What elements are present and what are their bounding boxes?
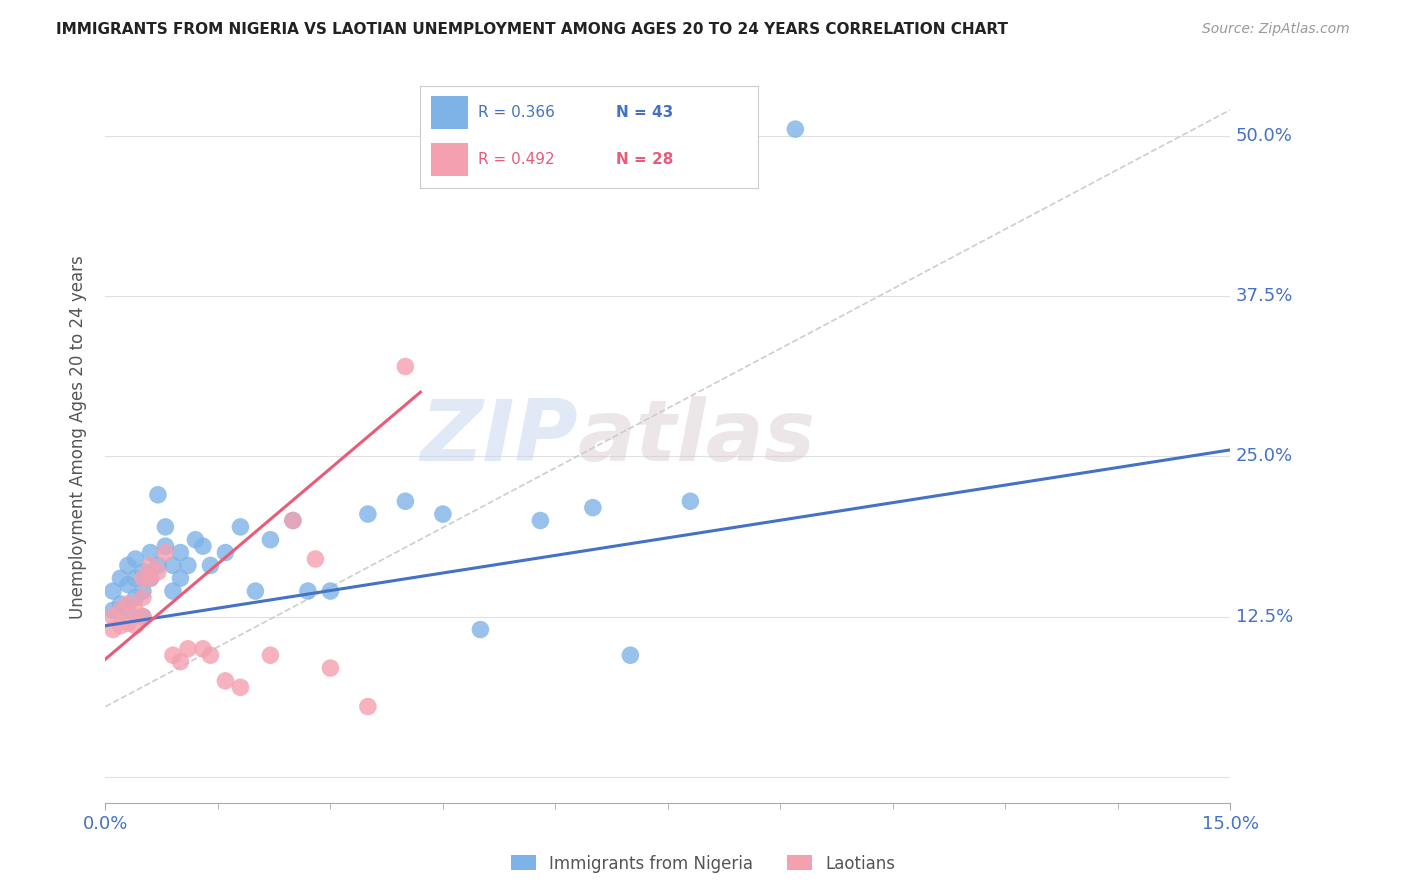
Text: 25.0%: 25.0% xyxy=(1236,447,1294,466)
Point xyxy=(259,533,281,547)
Point xyxy=(132,609,155,624)
Point xyxy=(117,597,139,611)
Point xyxy=(214,673,236,688)
Point xyxy=(259,648,281,663)
Point xyxy=(394,494,416,508)
Point xyxy=(432,507,454,521)
Point xyxy=(110,571,132,585)
Y-axis label: Unemployment Among Ages 20 to 24 years: Unemployment Among Ages 20 to 24 years xyxy=(69,255,87,619)
Point xyxy=(304,552,326,566)
Point xyxy=(357,507,380,521)
Point xyxy=(679,494,702,508)
Point xyxy=(124,603,146,617)
Point xyxy=(124,591,146,605)
Point xyxy=(139,545,162,559)
Point xyxy=(117,558,139,573)
Point xyxy=(101,584,124,599)
Point xyxy=(110,603,132,617)
Point xyxy=(297,584,319,599)
Point xyxy=(117,577,139,591)
Point xyxy=(124,552,146,566)
Point xyxy=(124,571,146,585)
Legend: Immigrants from Nigeria, Laotians: Immigrants from Nigeria, Laotians xyxy=(505,848,901,880)
Point xyxy=(319,661,342,675)
Point xyxy=(146,565,169,579)
Point xyxy=(110,618,132,632)
Text: IMMIGRANTS FROM NIGERIA VS LAOTIAN UNEMPLOYMENT AMONG AGES 20 TO 24 YEARS CORREL: IMMIGRANTS FROM NIGERIA VS LAOTIAN UNEMP… xyxy=(56,22,1008,37)
Point xyxy=(319,584,342,599)
Point xyxy=(101,609,124,624)
Point xyxy=(529,514,551,528)
Point xyxy=(214,545,236,559)
Point xyxy=(101,603,124,617)
Point xyxy=(229,681,252,695)
Point xyxy=(155,545,177,559)
Point xyxy=(146,488,169,502)
Point xyxy=(357,699,380,714)
Point xyxy=(155,539,177,553)
Text: 12.5%: 12.5% xyxy=(1236,607,1294,625)
Point xyxy=(177,641,200,656)
Text: 50.0%: 50.0% xyxy=(1236,127,1292,145)
Point xyxy=(132,571,155,585)
Point xyxy=(200,558,222,573)
Point xyxy=(184,533,207,547)
Point xyxy=(117,603,139,617)
Point xyxy=(110,597,132,611)
Point xyxy=(619,648,641,663)
Point xyxy=(394,359,416,374)
Point xyxy=(162,648,184,663)
Point xyxy=(139,571,162,585)
Point xyxy=(162,558,184,573)
Point xyxy=(200,648,222,663)
Text: ZIP: ZIP xyxy=(420,395,578,479)
Point xyxy=(169,571,191,585)
Point xyxy=(177,558,200,573)
Point xyxy=(281,514,304,528)
Point xyxy=(191,539,214,553)
Point xyxy=(162,584,184,599)
Point xyxy=(582,500,605,515)
Point xyxy=(117,616,139,631)
Point xyxy=(139,558,162,573)
Point xyxy=(101,623,124,637)
Point xyxy=(245,584,267,599)
Point xyxy=(470,623,492,637)
Point xyxy=(785,122,807,136)
Text: Source: ZipAtlas.com: Source: ZipAtlas.com xyxy=(1202,22,1350,37)
Point xyxy=(139,571,162,585)
Point xyxy=(132,584,155,599)
Point xyxy=(169,655,191,669)
Point xyxy=(132,565,155,579)
Point xyxy=(132,609,155,624)
Point xyxy=(191,641,214,656)
Text: 37.5%: 37.5% xyxy=(1236,287,1294,305)
Point xyxy=(155,520,177,534)
Point xyxy=(146,558,169,573)
Point xyxy=(229,520,252,534)
Point xyxy=(169,545,191,559)
Point xyxy=(132,591,155,605)
Point xyxy=(124,618,146,632)
Point xyxy=(281,514,304,528)
Text: atlas: atlas xyxy=(578,395,815,479)
